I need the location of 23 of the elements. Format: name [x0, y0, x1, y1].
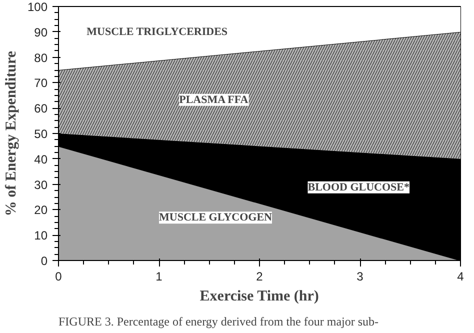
x-tick-label: 1	[156, 270, 163, 284]
y-tick-label: 10	[34, 228, 48, 243]
series-label: BLOOD GLUCOSE*	[308, 181, 410, 194]
x-tick-label: 4	[457, 270, 464, 284]
y-tick-label: 70	[34, 76, 48, 90]
series-label: PLASMA FFA	[179, 94, 248, 106]
x-axis-title: Exercise Time (hr)	[200, 288, 319, 304]
y-tick-label: 20	[34, 203, 48, 218]
y-tick-label: 30	[34, 178, 48, 192]
y-tick-label: 40	[34, 152, 48, 166]
series-label: MUSCLE GLYCOGEN	[159, 212, 272, 224]
y-axis-title: % of Energy Expenditure	[3, 50, 20, 216]
y-tick-label: 60	[34, 102, 48, 116]
y-tick-label: 80	[34, 50, 48, 65]
y-tick-label: 50	[34, 127, 48, 141]
x-tick-label: 0	[55, 270, 62, 284]
y-tick-label: 90	[34, 25, 48, 40]
y-tick-label: 100	[27, 0, 48, 14]
x-tick-label: 2	[256, 270, 264, 284]
x-tick-label: 3	[356, 270, 364, 284]
y-tick-label: 0	[40, 254, 48, 268]
caption: FIGURE 3. Percentage of energy derived from the four major sub-	[58, 314, 379, 328]
series-label: MUSCLE TRIGLYCERIDES	[86, 26, 228, 38]
